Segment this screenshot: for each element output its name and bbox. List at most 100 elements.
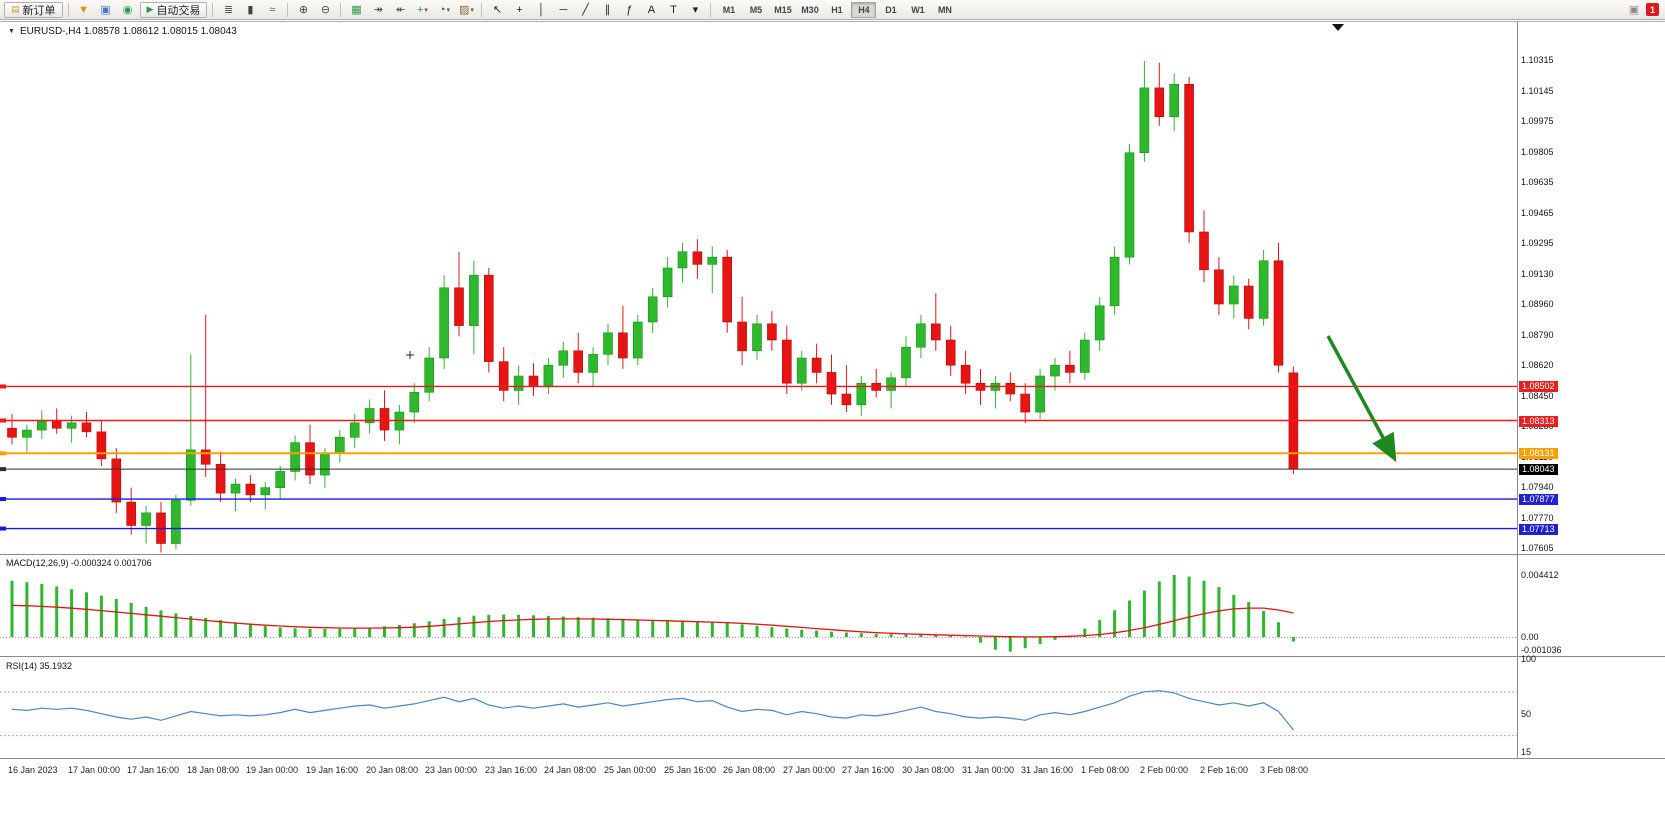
bid-price-line-handle[interactable] bbox=[0, 467, 6, 472]
horizontal-line-icon-glyph: ─ bbox=[559, 3, 568, 16]
auto-scroll-icon[interactable]: ↠ bbox=[368, 2, 388, 18]
timeframe-h1-button[interactable]: H1 bbox=[824, 2, 849, 18]
horizontal-line-icon[interactable]: ─ bbox=[553, 2, 573, 18]
autotrading-button-label: 自动交易 bbox=[156, 4, 201, 17]
text-icon-glyph: A bbox=[647, 3, 656, 16]
crosshair-icon[interactable]: + bbox=[509, 2, 529, 18]
templates-icon-glyph: ▨ bbox=[458, 4, 470, 16]
text-label-icon[interactable]: T bbox=[663, 2, 683, 18]
profiles-icon[interactable]: ▼ bbox=[74, 2, 94, 18]
add-indicator-icon-glyph: + bbox=[416, 3, 424, 16]
fibonacci-icon[interactable]: ƒ bbox=[619, 2, 639, 18]
time-axis-label: 27 Jan 00:00 bbox=[783, 765, 836, 775]
macd-axis-label: 0.004412 bbox=[1521, 570, 1559, 580]
macd-label: MACD(12,26,9) -0.000324 0.001706 bbox=[6, 558, 152, 568]
time-axis-label: 27 Jan 16:00 bbox=[842, 765, 895, 775]
chart-shift-marker[interactable] bbox=[1332, 24, 1344, 31]
trendline-icon[interactable]: ╱ bbox=[575, 2, 595, 18]
new-order-icon: ▤ bbox=[11, 4, 20, 14]
time-axis-label: 2 Feb 16:00 bbox=[1200, 765, 1249, 775]
macd-panel[interactable] bbox=[0, 575, 1517, 652]
timeframe-m30-button[interactable]: M30 bbox=[797, 2, 822, 18]
charts-window-icon[interactable]: ▣ bbox=[96, 2, 116, 18]
timeframe-m1-button[interactable]: M1 bbox=[716, 2, 741, 18]
docking-icon[interactable]: ▣ bbox=[1624, 2, 1644, 18]
zoom-out-icon[interactable]: ⊖ bbox=[315, 2, 335, 18]
new-order-button-label: 新订单 bbox=[22, 4, 56, 17]
timeframe-w1-button[interactable]: W1 bbox=[905, 2, 930, 18]
line-chart-icon-glyph: ≈ bbox=[269, 3, 276, 16]
rsi-axis-label: 50 bbox=[1521, 709, 1532, 719]
time-axis-label: 24 Jan 08:00 bbox=[544, 765, 597, 775]
resistance-line-2-price-badge: 1.08313 bbox=[1519, 415, 1558, 427]
time-axis-label: 31 Jan 00:00 bbox=[962, 765, 1015, 775]
vertical-line-icon[interactable]: │ bbox=[531, 2, 551, 18]
resistance-line-1-handle[interactable] bbox=[0, 384, 6, 389]
time-axis-label: 19 Jan 00:00 bbox=[246, 765, 299, 775]
price-axis-label: 1.10315 bbox=[1521, 55, 1554, 65]
toolbar-separator bbox=[340, 2, 342, 17]
cursor-icon-glyph: ↖ bbox=[492, 4, 503, 16]
periods-icon-dropdown-icon: ▾ bbox=[446, 6, 451, 14]
time-axis-label: 25 Jan 16:00 bbox=[664, 765, 717, 775]
candlestick-chart-icon[interactable]: ▮ bbox=[240, 2, 260, 18]
time-axis-label: 18 Jan 08:00 bbox=[187, 765, 240, 775]
price-axis-label: 1.09975 bbox=[1521, 116, 1554, 126]
timeframe-mn-button[interactable]: MN bbox=[932, 2, 957, 18]
toolbar-separator bbox=[287, 2, 289, 17]
line-chart-icon[interactable]: ≈ bbox=[262, 2, 282, 18]
main-chart-plot[interactable] bbox=[7, 60, 1299, 553]
price-axis-label: 1.09130 bbox=[1521, 268, 1554, 279]
bar-chart-icon[interactable]: ≣ bbox=[218, 2, 238, 18]
navigator-icon[interactable]: ◉ bbox=[118, 2, 138, 18]
timeframe-m5-button[interactable]: M5 bbox=[743, 2, 768, 18]
tile-windows-icon[interactable]: ▦ bbox=[346, 2, 366, 18]
periods-icon[interactable]: ◔ ▾ bbox=[434, 2, 454, 18]
support-line-2-handle[interactable] bbox=[0, 526, 6, 531]
autotrading-button[interactable]: ▶ 自动交易 bbox=[139, 1, 208, 18]
chart-shift-icon-glyph: ↞ bbox=[395, 4, 406, 16]
toolbar-separator bbox=[710, 2, 712, 17]
toolbar: ▤ 新订单 ▼ ▣ ◉ ▶ 自动交易 ≣ ▮ ≈ ⊕ ⊖ ▦ ↠ ↞ + ▾ ◔ ▾ ▨ ▾ ↖ + │ ─ ╱ ∥ ƒ A T ▾ M1 M5… bbox=[0, 0, 1665, 20]
timeframe-d1-button[interactable]: D1 bbox=[878, 2, 903, 18]
time-axis-label: 3 Feb 08:00 bbox=[1260, 765, 1309, 775]
price-axis-label: 1.08620 bbox=[1521, 360, 1554, 370]
templates-icon[interactable]: ▨ ▾ bbox=[456, 2, 476, 18]
price-axis-label: 1.09635 bbox=[1521, 177, 1554, 187]
new-order-button[interactable]: ▤ 新订单 bbox=[4, 1, 63, 18]
macd-signal-line bbox=[11, 604, 1294, 638]
chart-title: EURUSD-,H4 1.08578 1.08612 1.08015 1.080… bbox=[19, 26, 237, 37]
time-axis-label: 2 Feb 00:00 bbox=[1140, 765, 1189, 775]
add-indicator-icon[interactable]: + ▾ bbox=[412, 2, 432, 18]
zoom-in-icon[interactable]: ⊕ bbox=[293, 2, 313, 18]
time-axis-label: 23 Jan 16:00 bbox=[485, 765, 538, 775]
tile-windows-icon-glyph: ▦ bbox=[351, 4, 362, 16]
rsi-panel[interactable] bbox=[0, 690, 1517, 737]
pivot-line-orange-handle[interactable] bbox=[0, 451, 6, 456]
chart-menu-icon[interactable]: ▼ bbox=[8, 28, 15, 35]
timeframe-h4-button[interactable]: H4 bbox=[851, 1, 877, 18]
chart-shift-icon[interactable]: ↞ bbox=[390, 2, 410, 18]
time-axis-label: 19 Jan 16:00 bbox=[306, 765, 359, 775]
notification-badge[interactable]: 1 bbox=[1646, 3, 1659, 16]
resistance-line-1-price-badge: 1.08502 bbox=[1519, 380, 1558, 392]
support-line-1-handle[interactable] bbox=[0, 497, 6, 502]
price-axis-label: 1.09295 bbox=[1521, 238, 1554, 248]
time-axis-label: 25 Jan 00:00 bbox=[604, 765, 657, 775]
periods-icon-glyph: ◔ bbox=[438, 3, 446, 16]
resistance-line-2-handle[interactable] bbox=[0, 418, 6, 423]
timeframe-m15-button[interactable]: M15 bbox=[770, 2, 795, 18]
text-icon[interactable]: A bbox=[641, 2, 661, 18]
trendline-icon-glyph: ╱ bbox=[582, 4, 589, 16]
arrows-tool-icon-glyph: ▾ bbox=[692, 4, 699, 16]
time-axis-label: 23 Jan 00:00 bbox=[425, 765, 478, 775]
arrows-tool-icon[interactable]: ▾ bbox=[685, 2, 705, 18]
pivot-line-orange-price-badge: 1.08131 bbox=[1519, 447, 1558, 459]
toolbar-separator bbox=[67, 2, 69, 17]
macd-axis-label: -0.001036 bbox=[1521, 645, 1562, 655]
cursor-icon[interactable]: ↖ bbox=[487, 2, 507, 18]
trend-arrow[interactable] bbox=[1326, 335, 1397, 463]
equidistant-channel-icon[interactable]: ∥ bbox=[597, 2, 617, 18]
docking-icon-glyph: ▣ bbox=[1628, 4, 1640, 16]
